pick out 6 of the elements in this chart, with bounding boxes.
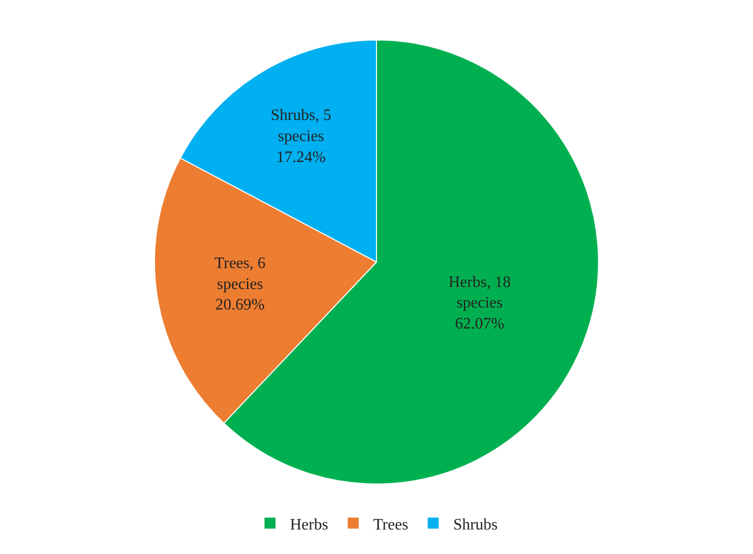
legend-label: Trees [373,516,408,534]
data-label: Herbs, 18 species 62.07% [448,274,511,332]
data-label: Shrubs, 5 species 17.24% [270,107,332,166]
legend-label: Shrubs [453,516,498,534]
data-label: Trees, 6 species 20.69% [214,255,266,314]
legend-label: Herbs [290,516,328,534]
